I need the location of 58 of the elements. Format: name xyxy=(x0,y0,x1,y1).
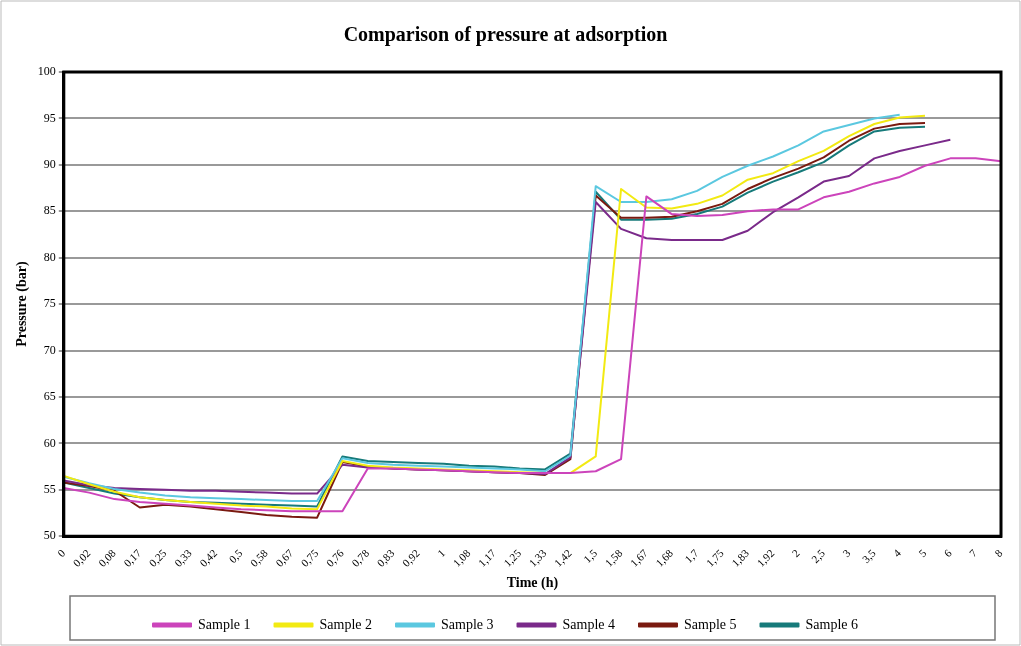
x-tick-label: 0,75 xyxy=(298,546,321,569)
x-tick-label: 1 xyxy=(434,546,448,560)
y-tick-label: 90 xyxy=(43,157,56,172)
x-tick-label: 0,5 xyxy=(226,546,245,566)
x-axis-title: Time (h) xyxy=(506,575,559,592)
y-tick-label: 80 xyxy=(43,249,56,264)
x-tick-label: 1,68 xyxy=(653,546,676,569)
legend-label: Sample 1 xyxy=(198,616,251,632)
x-tick-label: 1,5 xyxy=(580,546,600,566)
x-tick-label: 1,67 xyxy=(627,546,651,569)
legend-label: Sample 4 xyxy=(562,616,615,632)
x-tick-label: 3,5 xyxy=(859,546,879,566)
y-tick-label: 60 xyxy=(43,435,56,450)
legend-label: Sample 6 xyxy=(805,616,858,632)
x-tick-label: 1,08 xyxy=(450,546,473,569)
y-tick-label: 95 xyxy=(43,110,56,125)
x-tick-label: 0,08 xyxy=(95,546,119,569)
y-tick-label: 75 xyxy=(43,296,56,311)
x-tick-label: 7 xyxy=(966,546,980,560)
y-axis-title: Pressure (bar) xyxy=(14,261,31,347)
x-tick-label: 5 xyxy=(916,546,929,560)
y-tick-label: 100 xyxy=(37,64,56,79)
x-tick-label: 2,5 xyxy=(808,546,828,566)
x-tick-label: 1,7 xyxy=(682,546,701,566)
x-tick-label: 0,92 xyxy=(399,546,422,569)
x-tick-label: 0,58 xyxy=(247,546,271,569)
x-tick-label: 4 xyxy=(890,546,904,560)
x-tick-label: 8 xyxy=(992,546,1005,560)
y-tick-label: 85 xyxy=(43,203,56,218)
y-tick-label: 55 xyxy=(43,481,56,496)
legend-label: Sample 5 xyxy=(683,616,737,632)
legend-label: Sample 2 xyxy=(319,616,373,632)
x-tick-label: 1,83 xyxy=(729,546,752,569)
x-tick-label: 0 xyxy=(54,546,68,560)
x-tick-label: 3 xyxy=(840,546,853,560)
x-tick-label: 0,33 xyxy=(171,546,195,569)
x-tick-label: 1,17 xyxy=(475,546,499,569)
y-tick-label: 65 xyxy=(43,389,56,404)
x-tick-label: 0,76 xyxy=(323,546,347,569)
x-tick-label: 0,02 xyxy=(70,546,93,569)
x-tick-label: 1,33 xyxy=(526,546,549,569)
y-tick-label: 50 xyxy=(43,528,56,543)
chart-title: Comparison of pressure at adsorption xyxy=(343,23,668,47)
x-tick-label: 1,25 xyxy=(501,546,524,569)
x-tick-label: 2 xyxy=(789,546,802,560)
x-tick-label: 0,78 xyxy=(349,546,372,569)
x-tick-label: 6 xyxy=(941,546,955,560)
x-tick-label: 1,58 xyxy=(602,546,625,569)
x-tick-label: 0,83 xyxy=(374,546,397,569)
x-tick-label: 1,42 xyxy=(551,546,574,569)
legend-label: Sample 3 xyxy=(441,616,494,632)
x-tick-label: 0,25 xyxy=(146,546,169,569)
y-tick-label: 70 xyxy=(43,342,56,357)
x-tick-label: 1,92 xyxy=(754,546,777,569)
x-tick-label: 1,75 xyxy=(703,546,727,569)
x-tick-label: 0,17 xyxy=(121,546,144,569)
x-tick-label: 0,42 xyxy=(197,546,220,569)
x-tick-label: 0,67 xyxy=(273,546,296,569)
